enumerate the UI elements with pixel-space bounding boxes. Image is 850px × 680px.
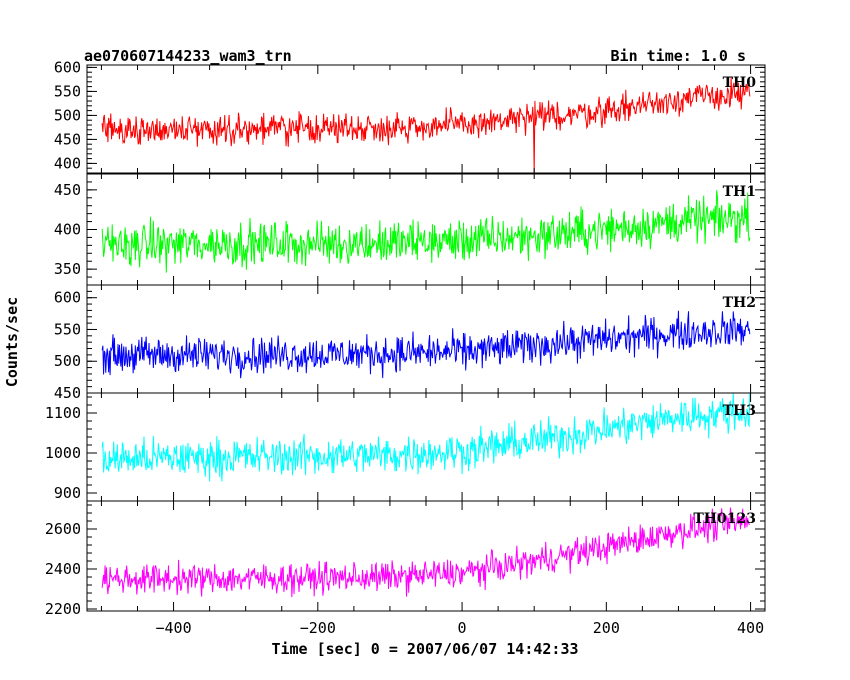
y-tick-label: 450 bbox=[54, 181, 81, 199]
y-tick-label: 350 bbox=[54, 260, 81, 278]
series-line-th0 bbox=[101, 77, 751, 173]
panel-frame bbox=[86, 173, 766, 286]
bin-time-label: Bin time: 1.0 s bbox=[611, 47, 746, 65]
panel-th3: 900 1000 1100 TH3 bbox=[45, 392, 766, 502]
x-tick-label: 400 bbox=[737, 619, 764, 637]
series-line-th1 bbox=[101, 190, 751, 273]
x-axis-label: Time [sec] 0 = 2007/06/07 14:42:33 bbox=[271, 640, 578, 658]
panel-label-th0123: TH0123 bbox=[693, 511, 756, 527]
y-tick-label: 550 bbox=[54, 82, 81, 100]
y-tick-label: 2400 bbox=[45, 560, 81, 578]
panel-th2: 450 500 550 600 TH2 bbox=[54, 284, 766, 402]
panel-th0123: 2200 2400 2600 TH0123 −400 −200 0 200 400 bbox=[45, 500, 766, 637]
y-tick-label: 2200 bbox=[45, 600, 81, 618]
y-tick-label: 450 bbox=[54, 384, 81, 402]
panel-label-th2: TH2 bbox=[723, 295, 756, 311]
panels-layer: 400 450 500 550 600 TH0 350 400 450 TH1 450 500 550 6… bbox=[45, 58, 766, 637]
series-line-th3 bbox=[101, 393, 751, 482]
y-tick-label: 400 bbox=[54, 154, 81, 172]
y-tick-label: 2600 bbox=[45, 520, 81, 538]
y-tick-label: 1100 bbox=[45, 404, 81, 422]
y-tick-label: 550 bbox=[54, 320, 81, 338]
y-tick-label: 400 bbox=[54, 221, 81, 239]
y-tick-label: 500 bbox=[54, 352, 81, 370]
x-tick-label: −400 bbox=[155, 619, 191, 637]
y-tick-label: 900 bbox=[54, 484, 81, 502]
y-tick-label: 600 bbox=[54, 58, 81, 76]
panel-label-th0: TH0 bbox=[723, 75, 757, 91]
y-tick-label: 450 bbox=[54, 130, 81, 148]
panel-frame bbox=[86, 392, 766, 502]
y-tick-label: 600 bbox=[54, 289, 81, 307]
y-tick-label: 1000 bbox=[45, 444, 81, 462]
series-line-th0123 bbox=[101, 507, 750, 598]
panel-label-th3: TH3 bbox=[723, 403, 756, 419]
y-tick-label: 500 bbox=[54, 106, 81, 124]
panel-frame bbox=[86, 500, 766, 612]
panel-th0: 400 450 500 550 600 TH0 bbox=[54, 58, 766, 174]
chart-title: ae070607144233_wam3_trn bbox=[84, 47, 292, 65]
series-line-th2 bbox=[101, 310, 751, 379]
y-axis-label: Counts/sec bbox=[3, 297, 21, 387]
x-tick-label: 0 bbox=[458, 619, 467, 637]
x-tick-label: 200 bbox=[593, 619, 620, 637]
x-tick-label: −200 bbox=[300, 619, 336, 637]
panel-label-th1: TH1 bbox=[723, 184, 756, 200]
panel-th1: 350 400 450 TH1 bbox=[54, 173, 766, 286]
